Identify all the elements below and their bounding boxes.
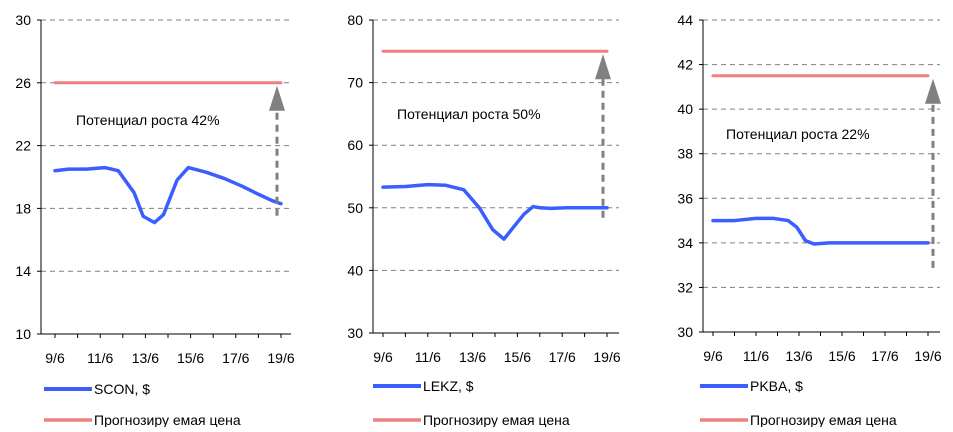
y-tick-label: 30 — [15, 12, 31, 28]
x-tick-label: 9/6 — [373, 349, 393, 365]
y-tick-label: 80 — [347, 12, 363, 28]
x-tick-label: 13/6 — [785, 348, 812, 364]
x-tick-label: 9/6 — [703, 348, 723, 364]
y-tick-label: 50 — [347, 200, 363, 216]
upside-annotation: Потенциал роста 42% — [76, 112, 220, 128]
chart-3: 30 32 34 36 38 40 42 44 9/6 11/6 13/6 15/6 17/6 19/6 П… — [677, 12, 941, 428]
x-tick-label: 15/6 — [504, 349, 531, 365]
upside-arrow-head — [595, 54, 611, 80]
y-tick-label: 70 — [347, 75, 363, 91]
legend-label: Прогнозиру емая цена — [750, 412, 897, 427]
y-tick-label: 32 — [677, 279, 693, 295]
y-tick-label: 26 — [15, 75, 31, 91]
x-tick-label: 15/6 — [828, 348, 855, 364]
y-tick-label: 18 — [15, 200, 31, 216]
y-tick-label: 10 — [15, 326, 31, 342]
x-tick-label: 17/6 — [871, 348, 898, 364]
legend-label: LEKZ, $ — [423, 378, 474, 394]
y-tick-label: 34 — [677, 235, 693, 251]
y-tick-label: 14 — [15, 263, 31, 279]
chart-1: 10 14 18 22 26 30 9/6 11/6 13/6 15/6 17/6 19/6 Потен… — [15, 12, 294, 428]
x-tick-label: 15/6 — [177, 350, 204, 366]
y-tick-label: 30 — [677, 324, 693, 340]
price-line — [53, 165, 283, 225]
x-tick-label: 17/6 — [222, 350, 249, 366]
y-tick-label: 40 — [677, 101, 693, 117]
y-tick-label: 44 — [677, 12, 693, 28]
upside-annotation: Потенциал роста 22% — [726, 126, 870, 142]
chart-2: 30 40 50 60 70 80 9/6 11/6 13/6 15/6 17/6 19/6 Потен… — [347, 12, 620, 428]
legend-label: Прогнозиру емая цена — [423, 412, 570, 427]
legend-label: Прогнозиру емая цена — [94, 412, 241, 427]
upside-annotation: Потенциал роста 50% — [397, 106, 541, 122]
upside-arrow-head — [925, 78, 941, 104]
y-tick-label: 38 — [677, 146, 693, 162]
x-tick-label: 13/6 — [132, 350, 159, 366]
y-tick-label: 42 — [677, 57, 693, 73]
y-tick-label: 36 — [677, 190, 693, 206]
x-tick-label: 11/6 — [415, 349, 441, 365]
x-tick-label: 11/6 — [87, 350, 113, 366]
y-tick-label: 60 — [347, 137, 363, 153]
price-line — [711, 216, 930, 246]
legend-label: PKBA, $ — [750, 378, 803, 394]
legend-label: SCON, $ — [94, 381, 150, 397]
y-tick-label: 30 — [347, 325, 363, 341]
x-tick-label: 13/6 — [459, 349, 486, 365]
x-tick-label: 9/6 — [45, 350, 65, 366]
x-tick-label: 19/6 — [267, 350, 294, 366]
x-tick-label: 11/6 — [743, 348, 769, 364]
upside-arrow-head — [269, 85, 285, 111]
y-tick-label: 40 — [347, 262, 363, 278]
y-tick-label: 22 — [15, 138, 31, 154]
x-tick-label: 17/6 — [549, 349, 576, 365]
x-tick-label: 19/6 — [593, 349, 620, 365]
x-tick-label: 19/6 — [914, 348, 941, 364]
price-line — [381, 182, 609, 241]
